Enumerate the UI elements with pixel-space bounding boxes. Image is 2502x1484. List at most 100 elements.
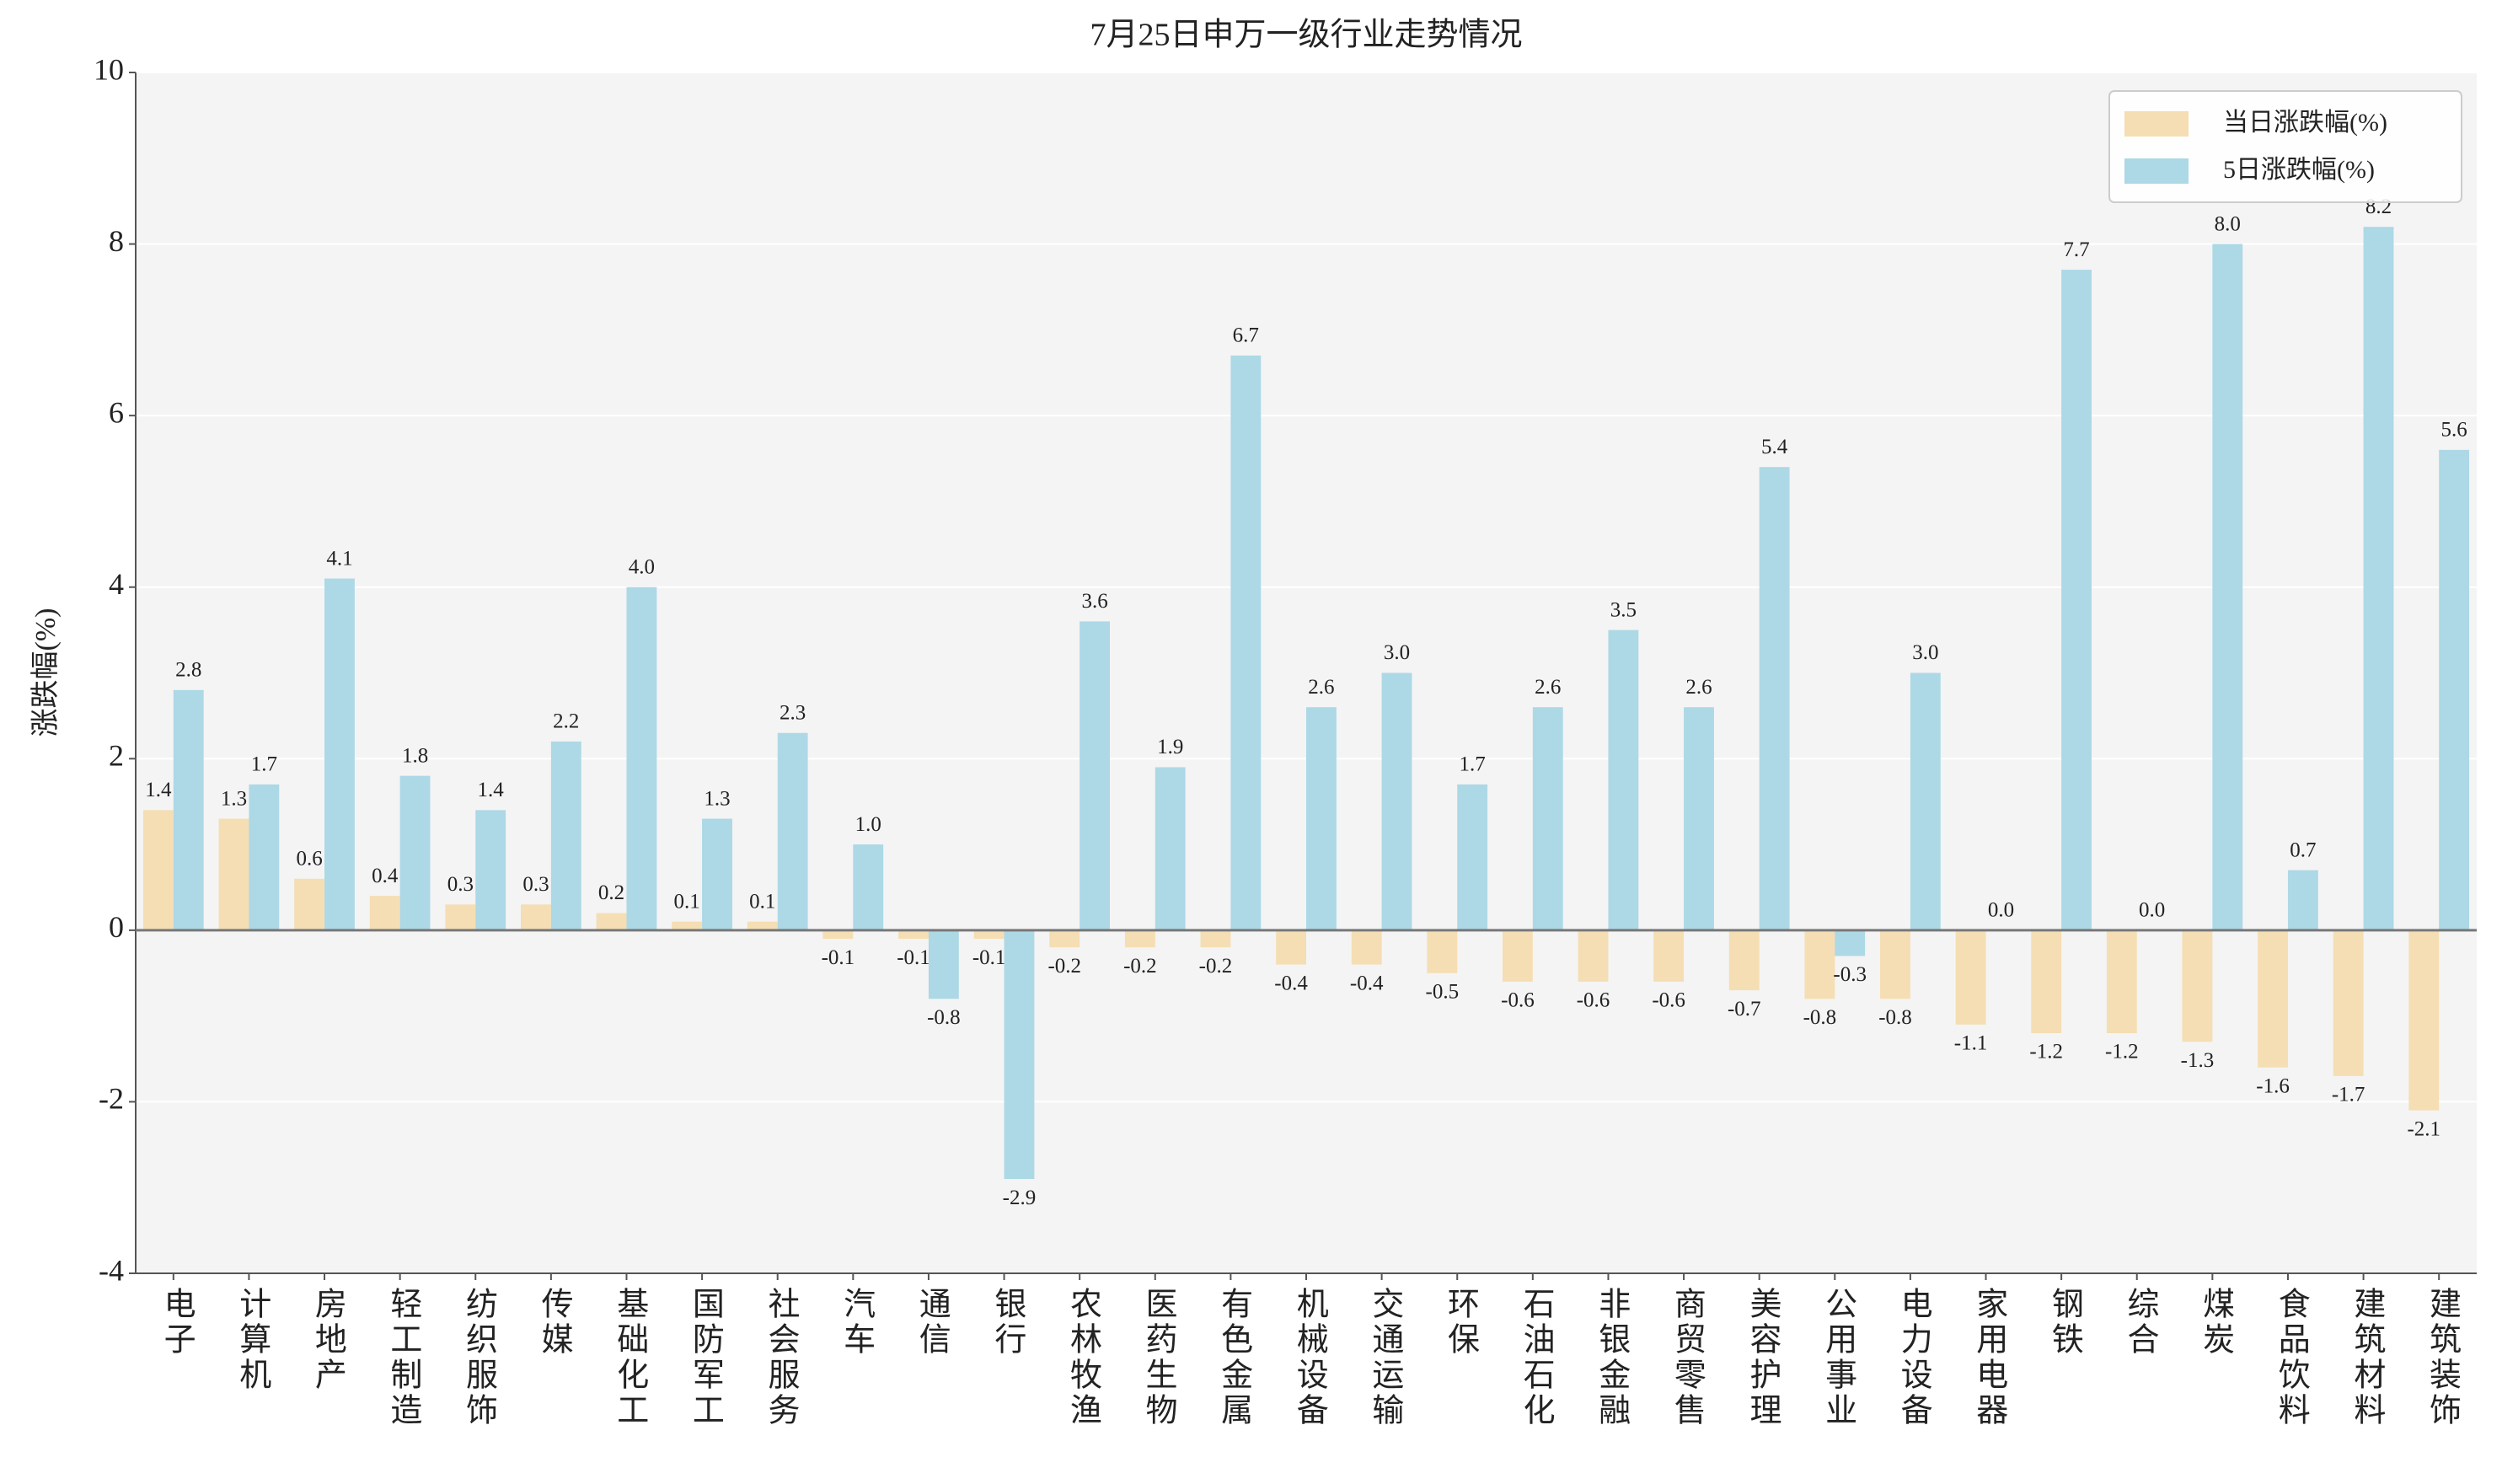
value-label: 0.2	[598, 881, 624, 904]
bar	[898, 930, 929, 940]
bar	[1835, 930, 1866, 956]
bar	[1230, 355, 1262, 930]
value-label: 2.3	[780, 701, 806, 724]
value-label: -1.2	[2029, 1041, 2063, 1063]
value-label: -1.6	[2256, 1074, 2290, 1097]
value-label: 0.0	[1988, 899, 2014, 922]
x-tick-label: 商贸零售	[1669, 1287, 1705, 1428]
bar	[1653, 930, 1685, 982]
value-label: 8.0	[2215, 212, 2241, 235]
bar	[1804, 930, 1835, 999]
value-label: -0.8	[927, 1006, 961, 1029]
x-tick-label: 电子	[158, 1287, 195, 1358]
bar	[2333, 930, 2364, 1076]
bar	[853, 844, 884, 930]
bar	[1200, 930, 1231, 948]
bar	[173, 689, 204, 930]
value-label: 3.0	[1384, 641, 1410, 664]
value-label: 5.4	[1761, 436, 1788, 458]
x-tick-label: 电力设备	[1895, 1287, 1931, 1428]
value-label: 1.7	[251, 753, 277, 776]
x-tick-label: 煤炭	[2198, 1287, 2234, 1358]
x-tick-label: 银行	[989, 1287, 1026, 1358]
bar	[2061, 270, 2092, 930]
bar	[626, 587, 657, 930]
value-label: -0.2	[1199, 955, 1233, 978]
bar	[1381, 672, 1412, 930]
value-label: -1.3	[2181, 1049, 2215, 1072]
value-label: 1.4	[145, 779, 172, 801]
bar	[1684, 707, 1714, 930]
bar	[2106, 930, 2137, 1033]
x-tick-label: 家用电器	[1971, 1287, 2007, 1428]
bar	[1955, 930, 1986, 1025]
bar	[928, 930, 959, 999]
value-label: 3.5	[1610, 598, 1637, 621]
x-tick-label: 医药生物	[1140, 1287, 1176, 1428]
x-tick-label: 机械设备	[1291, 1287, 1327, 1428]
bar	[1124, 930, 1155, 948]
x-tick-label: 建筑装饰	[2424, 1287, 2460, 1428]
value-label: 1.3	[704, 787, 730, 810]
x-tick-label: 轻工制造	[385, 1287, 421, 1428]
value-label: -1.2	[2105, 1041, 2139, 1063]
bar	[1351, 930, 1382, 965]
bar	[2287, 870, 2318, 930]
value-label: -0.7	[1728, 998, 1761, 1021]
x-tick-label: 环保	[1443, 1287, 1480, 1358]
x-tick-label: 石油石化	[1518, 1287, 1555, 1428]
value-label: 1.4	[478, 779, 505, 801]
bar	[218, 818, 249, 930]
x-tick-label: 传媒	[536, 1287, 573, 1358]
value-label: -0.1	[972, 946, 1006, 969]
bar	[369, 896, 400, 930]
bar	[249, 784, 280, 930]
value-label: 7.7	[2063, 238, 2089, 261]
value-label: 3.6	[1081, 590, 1107, 613]
bar	[1049, 930, 1080, 948]
x-tick-label: 汽车	[838, 1287, 875, 1358]
legend-label: 当日涨跌幅(%)	[2223, 109, 2387, 137]
value-label: 2.6	[1535, 676, 1561, 699]
value-label: 2.6	[1308, 676, 1334, 699]
bar	[1759, 467, 1790, 930]
legend-swatch	[2124, 158, 2189, 184]
x-tick-label: 美容护理	[1744, 1287, 1781, 1428]
bar	[142, 810, 174, 930]
x-tick-label: 公用事业	[1820, 1287, 1856, 1428]
value-label: 4.1	[326, 547, 352, 570]
value-label: 3.0	[1912, 641, 1938, 664]
value-label: 0.1	[749, 890, 775, 913]
value-label: -0.6	[1577, 989, 1610, 1012]
x-tick-label: 食品饮料	[2273, 1287, 2310, 1428]
value-label: 1.9	[1157, 736, 1183, 758]
y-tick-label: -4	[99, 1253, 124, 1287]
value-label: -1.7	[2332, 1084, 2365, 1106]
bar	[2363, 227, 2394, 930]
value-label: 0.7	[2290, 838, 2316, 861]
bar	[399, 775, 431, 930]
x-tick-label: 钢铁	[2046, 1287, 2082, 1358]
y-tick-label: 6	[109, 395, 124, 429]
y-tick-label: 2	[109, 739, 124, 773]
value-label: 4.0	[629, 555, 655, 578]
value-label: -1.1	[1954, 1032, 1988, 1055]
value-label: -0.5	[1426, 980, 1460, 1003]
bar	[672, 921, 703, 930]
bar	[1276, 930, 1306, 965]
x-tick-label: 农林牧渔	[1064, 1287, 1101, 1428]
value-label: 1.7	[1460, 753, 1486, 776]
value-label: 0.6	[296, 848, 322, 871]
bar	[1608, 629, 1639, 930]
value-label: -0.1	[822, 946, 855, 969]
bar	[1532, 707, 1563, 930]
value-label: 6.7	[1233, 324, 1259, 347]
bar	[324, 578, 355, 930]
legend-label: 5日涨跌幅(%)	[2223, 156, 2375, 184]
value-label: 0.4	[372, 865, 399, 887]
bar	[1427, 930, 1458, 973]
value-label: 2.8	[175, 659, 201, 682]
x-tick-label: 社会服务	[763, 1287, 799, 1428]
bar	[747, 921, 778, 930]
value-label: -0.8	[1878, 1006, 1912, 1029]
